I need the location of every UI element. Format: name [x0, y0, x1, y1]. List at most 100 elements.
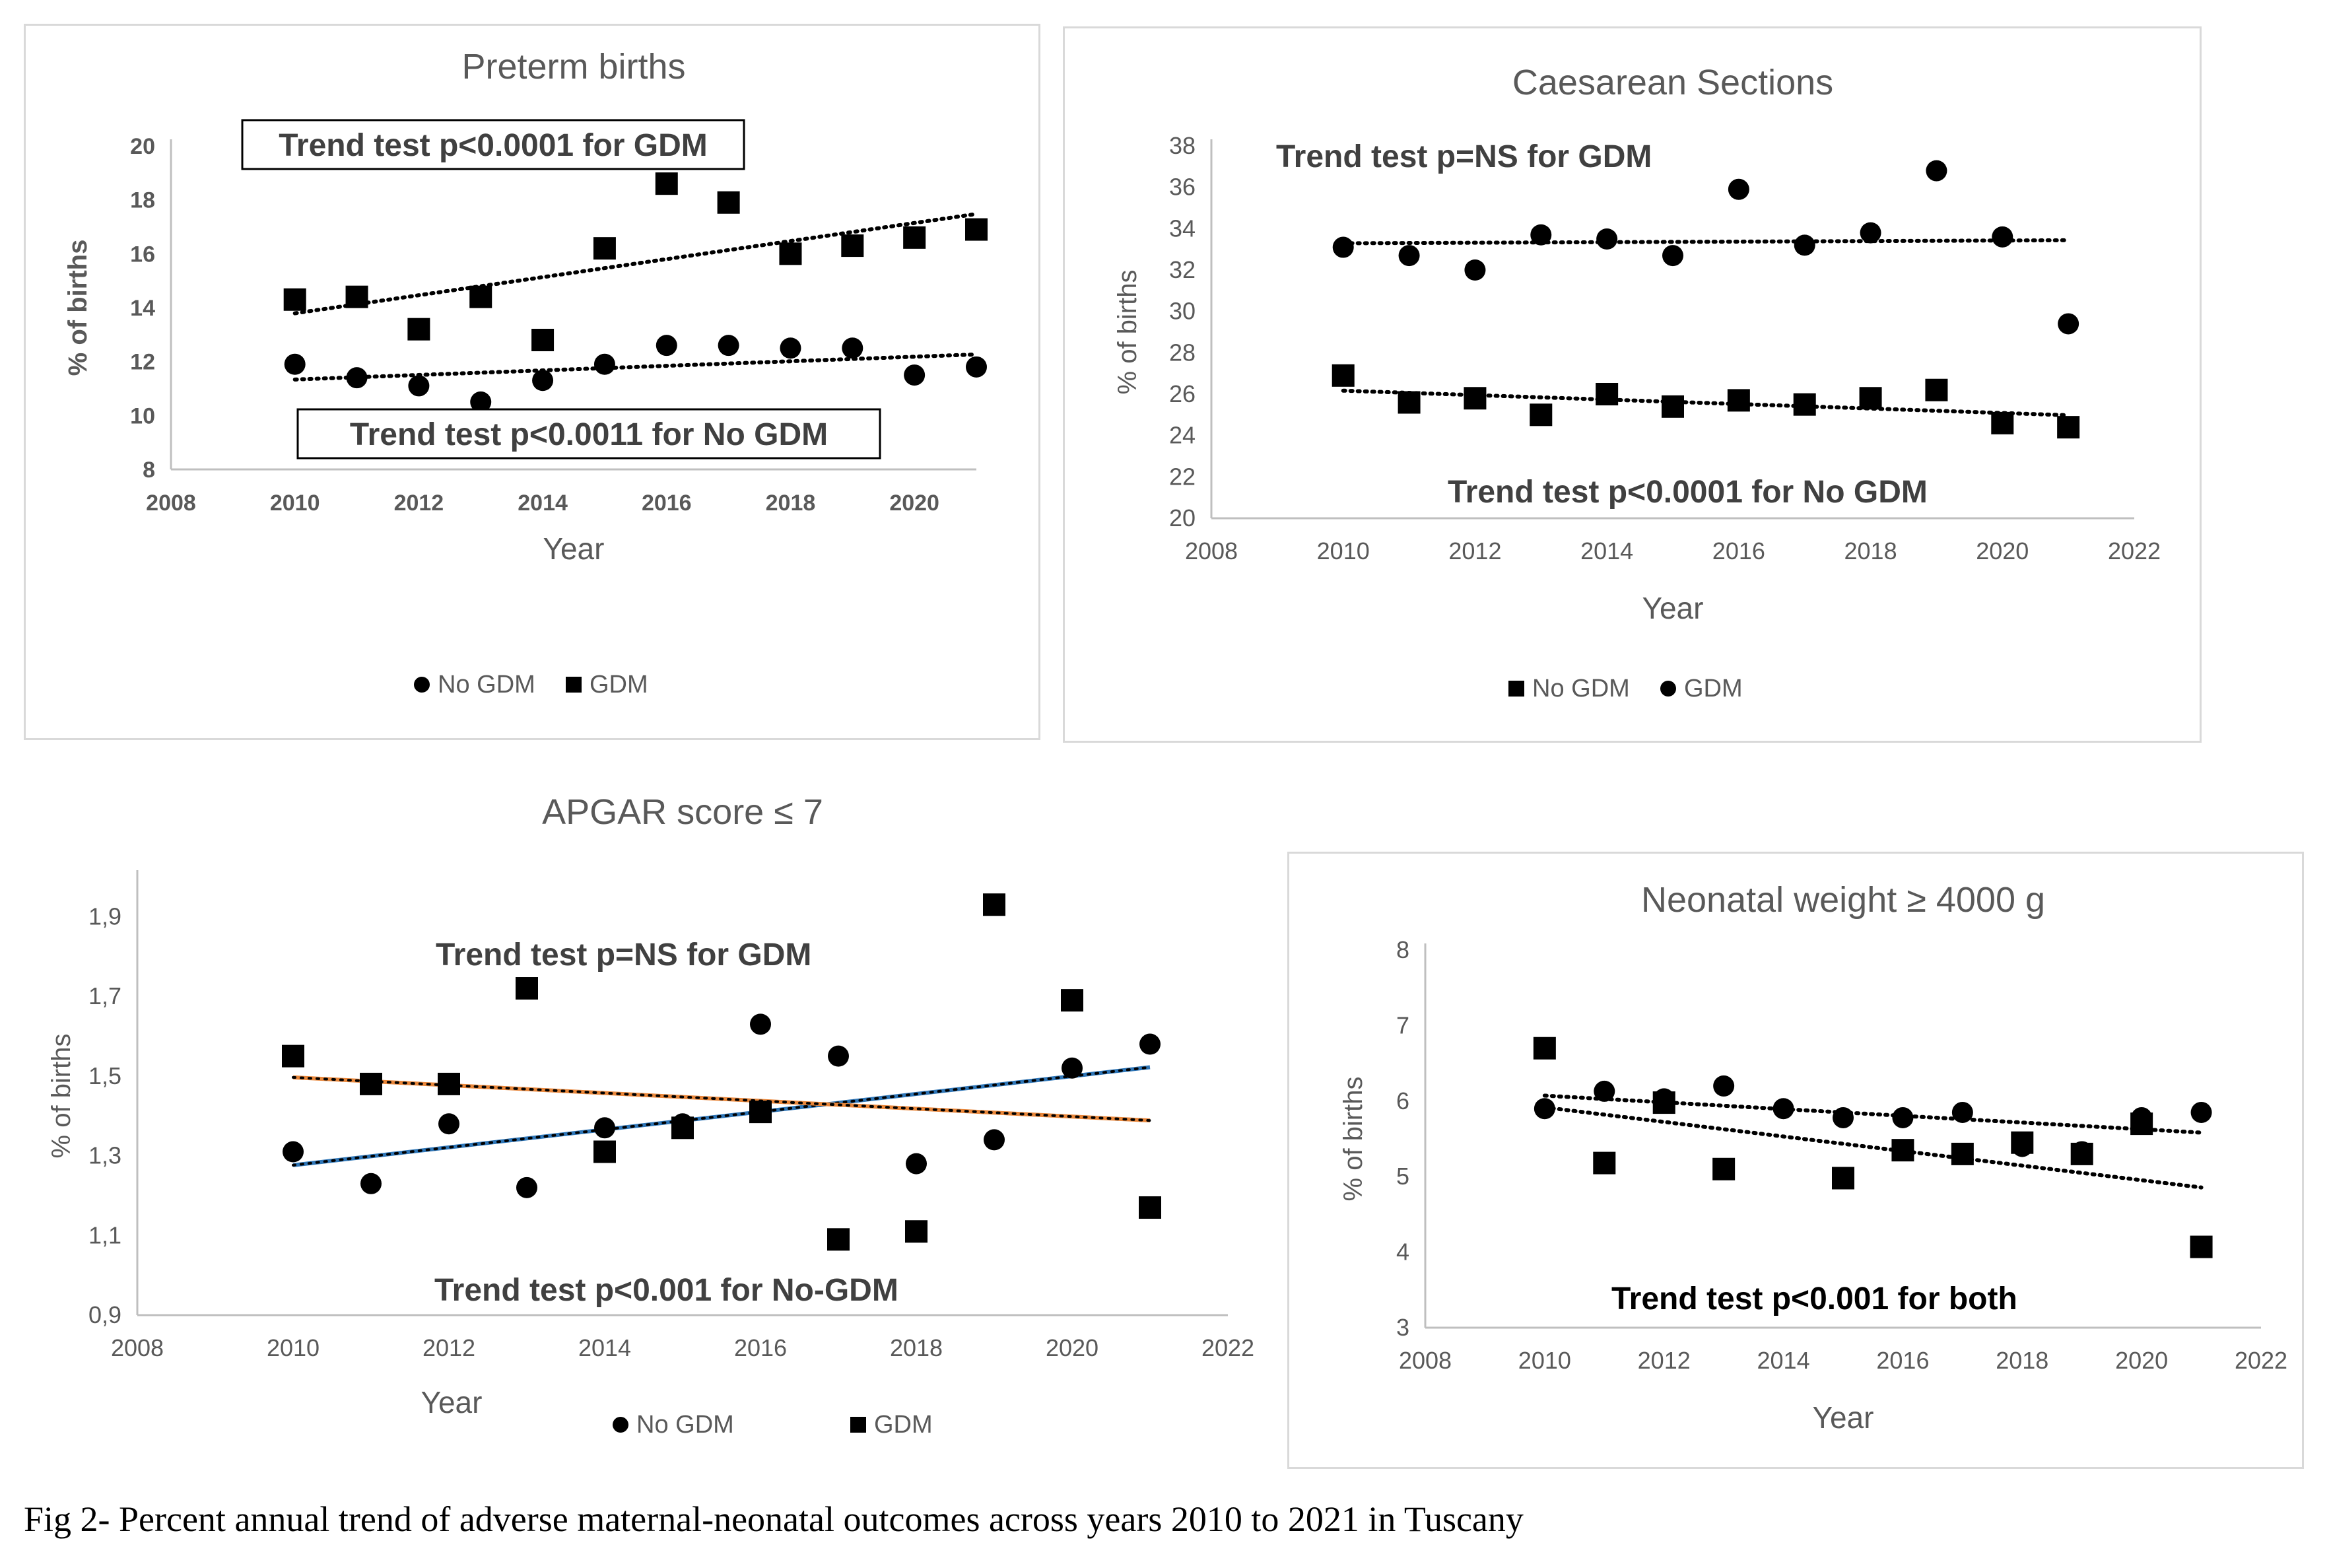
data-point-circle: [1594, 1080, 1615, 1102]
neonatal-weight-chart: Neonatal weight ≥ 4000 g 3 4 5 6 7 8 2008 2010 20…: [1339, 880, 2287, 1435]
x-tick-label: 2022: [2235, 1347, 2287, 1374]
data-point-square: [593, 1140, 616, 1163]
data-point-square: [469, 285, 492, 308]
data-point-square: [407, 318, 430, 341]
data-point-circle: [284, 353, 306, 375]
x-tick-label: 2020: [2115, 1347, 2168, 1374]
y-tick-label: 1,1: [88, 1221, 121, 1248]
data-point-square: [2190, 1235, 2213, 1258]
data-point-square: [1533, 1037, 1556, 1060]
data-point-circle: [1833, 1107, 1854, 1128]
x-axis-label: Year: [1642, 591, 1704, 625]
data-point-circle: [346, 367, 368, 389]
data-point-square: [2070, 1142, 2093, 1165]
y-tick-label: 38: [1169, 132, 1196, 159]
x-tick-label: 2010: [270, 491, 320, 516]
data-point-circle: [516, 1176, 537, 1198]
data-point-square: [282, 1044, 304, 1068]
data-point-circle: [2190, 1101, 2212, 1123]
y-tick-label: 7: [1396, 1011, 1409, 1039]
x-tick-label: 2010: [1518, 1347, 1571, 1374]
data-point-circle: [750, 1013, 771, 1035]
y-tick-label: 8: [143, 458, 155, 483]
chart-title: Preterm births: [461, 47, 685, 86]
y-tick-label: 34: [1169, 215, 1196, 242]
trendline-dots: [292, 1075, 1151, 1122]
x-tick-label: 2020: [1046, 1334, 1098, 1361]
y-tick-label: 1,7: [88, 982, 121, 1009]
data-point-circle: [438, 1113, 459, 1135]
apgar-score-chart: APGAR score ≤ 7 0,9 1,1 1,3 1,5 1,7 1,9 2008 201…: [47, 792, 1254, 1439]
data-point-circle: [1860, 222, 1881, 244]
legend-label: No GDM: [438, 671, 535, 699]
data-point-square: [531, 329, 555, 351]
data-point-circle: [1398, 245, 1420, 267]
data-point-circle: [780, 337, 801, 359]
legend-label: No GDM: [636, 1411, 734, 1439]
y-tick-label: 12: [130, 350, 155, 375]
y-tick-label: 1,5: [88, 1062, 121, 1089]
apgar-score-panel: APGAR score ≤ 7 0,9 1,1 1,3 1,5 1,7 1,9 2008 201…: [40, 779, 1274, 1459]
x-tick-label: 2014: [578, 1334, 631, 1361]
chart-title: Neonatal weight ≥ 4000 g: [1641, 880, 2045, 920]
legend-marker-square: [566, 677, 582, 693]
chart-title: Caesarean Sections: [1512, 63, 1833, 102]
trend-test-annotation: Trend test p<0.001 for No-GDM: [434, 1273, 898, 1308]
y-tick-label: 24: [1169, 422, 1196, 449]
legend-marker-circle: [613, 1417, 628, 1433]
y-tick-label: 5: [1396, 1163, 1409, 1190]
data-point-square: [2130, 1112, 2153, 1136]
trendline-dots: [292, 1066, 1151, 1167]
data-point-square: [1891, 1139, 1914, 1162]
data-point-square: [1398, 391, 1421, 414]
data-point-circle: [984, 1129, 1005, 1151]
x-tick-label: 2012: [394, 491, 444, 516]
legend-marker-square: [1508, 681, 1524, 697]
x-axis-label: Year: [421, 1385, 483, 1419]
data-point-circle: [966, 356, 987, 378]
data-point-circle: [906, 1153, 927, 1175]
y-tick-label: 28: [1169, 339, 1196, 366]
trendline-series-1: [1542, 1093, 2204, 1135]
data-point-square: [1832, 1167, 1854, 1190]
x-tick-label: 2016: [642, 491, 692, 516]
annotation-box: [296, 408, 881, 460]
trend-test-annotation: Trend test p<0.0011 for No GDM: [350, 417, 828, 452]
y-tick-label: 10: [130, 403, 155, 428]
chart-title: APGAR score ≤ 7: [542, 792, 823, 832]
trendline-no-gdm: [292, 352, 978, 382]
trendline-gdm: [292, 212, 978, 316]
y-tick-label: 20: [130, 134, 155, 159]
y-tick-label: 36: [1169, 174, 1196, 201]
data-point-square: [593, 237, 616, 260]
x-tick-label: 2016: [1712, 537, 1765, 564]
x-tick-label: 2014: [518, 491, 568, 516]
data-point-square: [1727, 389, 1750, 412]
y-tick-label: 30: [1169, 298, 1196, 325]
x-tick-label: 2008: [146, 491, 196, 516]
data-point-circle: [656, 335, 677, 357]
data-point-circle: [842, 337, 863, 359]
x-tick-label: 2008: [111, 1334, 164, 1361]
data-point-square: [1061, 989, 1083, 1012]
x-tick-label: 2010: [267, 1334, 320, 1361]
y-tick-label: 3: [1396, 1314, 1409, 1341]
x-tick-label: 2010: [1317, 537, 1370, 564]
x-tick-label: 2018: [1844, 537, 1897, 564]
annotation-box: [241, 119, 745, 170]
x-axis-label: Year: [1813, 1400, 1874, 1435]
y-tick-label: 14: [130, 296, 155, 321]
y-tick-label: 4: [1396, 1239, 1409, 1266]
y-axis-label: % of births: [47, 1034, 76, 1159]
data-point-circle: [1530, 224, 1552, 246]
trend-test-annotation: Trend test p<0.0001 for GDM: [279, 128, 708, 163]
y-tick-label: 26: [1169, 380, 1196, 407]
data-point-circle: [1728, 178, 1749, 200]
x-tick-label: 2020: [1976, 537, 2029, 564]
data-point-circle: [594, 1117, 615, 1139]
data-point-square: [516, 977, 538, 1000]
preterm-births-chart: Preterm births 8 10 12 14 16 18 20 2008 2010 2012 2…: [63, 47, 988, 699]
trend-test-annotation: Trend test p=NS for GDM: [1276, 139, 1652, 174]
legend-label: GDM: [590, 671, 648, 699]
data-point-square: [2011, 1131, 2034, 1154]
